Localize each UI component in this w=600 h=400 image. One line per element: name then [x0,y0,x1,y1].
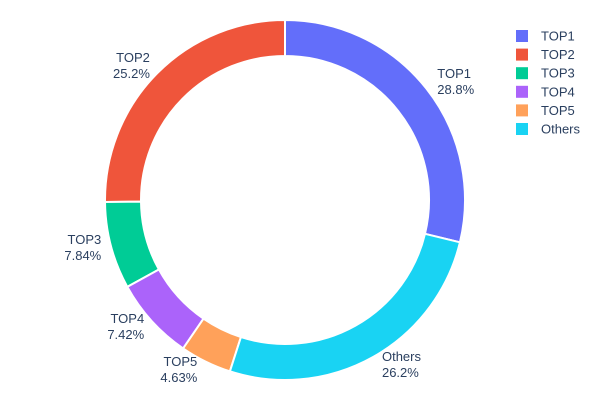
legend-label-others: Others [541,122,581,137]
slice-label-percent: 25.2% [113,66,150,81]
slice-label-percent: 7.42% [107,327,144,342]
slice-label-name: TOP3 [68,232,102,247]
pie-slices [104,19,466,381]
legend-swatch-top1[interactable] [516,30,528,42]
slice-label-name: TOP2 [116,50,150,65]
slice-label-name: Others [382,349,422,364]
slice-label-percent: 28.8% [437,82,474,97]
legend-swatch-top3[interactable] [516,67,528,80]
slice-labels: TOP1 28.8% TOP2 25.2% TOP3 7.84% TOP4 7.42% TOP5… [64,50,474,385]
legend-swatch-top4[interactable] [516,85,528,98]
slice-label-top5: TOP5 4.63% [160,354,197,385]
legend-item-top3[interactable]: TOP3 [516,66,575,81]
legend-label-top3: TOP3 [541,66,575,81]
legend-label-top4: TOP4 [541,84,575,99]
pie-slice-top2[interactable] [104,19,286,204]
pie-slice-top4[interactable] [126,268,205,350]
pie-slice-others[interactable] [228,232,461,381]
slice-label-top4: TOP4 7.42% [107,311,144,342]
legend-item-top4[interactable]: TOP4 [516,84,575,99]
slice-label-percent: 26.2% [382,365,419,380]
legend-swatch-others[interactable] [516,123,528,135]
slice-label-name: TOP5 [164,354,198,369]
slice-label-others: Others 26.2% [382,349,422,380]
legend-swatch-top2[interactable] [516,48,528,61]
legend-item-others[interactable]: Others [516,122,581,137]
slice-label-top2: TOP2 25.2% [113,50,150,81]
pie-slice-top5[interactable] [182,317,242,373]
legend-item-top1[interactable]: TOP1 [516,29,575,44]
slice-label-percent: 4.63% [160,370,197,385]
slice-label-percent: 7.84% [64,248,101,263]
slice-label-name: TOP4 [110,311,144,326]
legend-item-top5[interactable]: TOP5 [516,103,575,118]
legend-item-top2[interactable]: TOP2 [516,47,575,62]
slice-label-name: TOP1 [437,66,471,81]
legend-label-top5: TOP5 [541,103,575,118]
legend-label-top2: TOP2 [541,47,575,62]
slice-label-top1: TOP1 28.8% [437,66,474,97]
legend: TOP1 TOP2 TOP3 TOP4 TOP5 Others [516,29,581,137]
legend-label-top1: TOP1 [541,29,575,44]
pie-slice-top3[interactable] [104,200,160,288]
legend-swatch-top5[interactable] [516,104,528,117]
pie-slice-top1[interactable] [284,19,466,244]
slice-label-top3: TOP3 7.84% [64,232,101,263]
